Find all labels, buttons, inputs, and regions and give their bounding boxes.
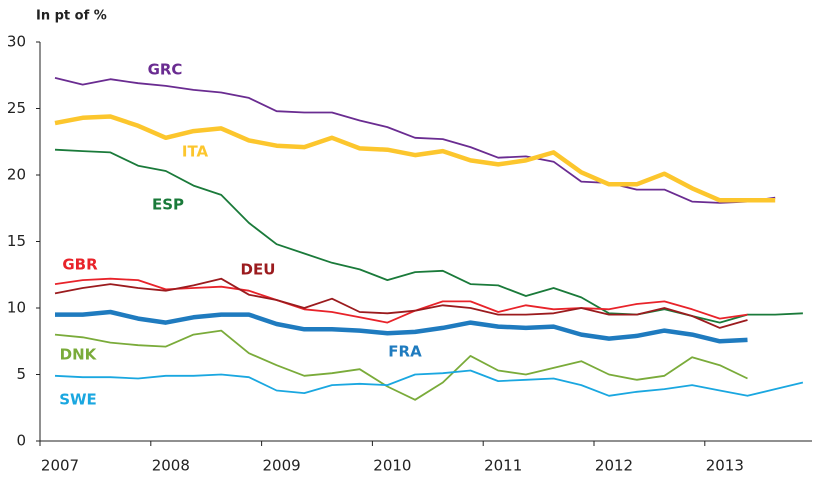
- series-label: SWE: [59, 391, 97, 409]
- series-line: [54, 329, 748, 401]
- series-line: [54, 277, 748, 324]
- x-tick-label: 2007: [41, 457, 79, 475]
- y-tick-label: 25: [7, 99, 26, 117]
- series-label: DNK: [60, 346, 98, 364]
- x-tick-label: 2012: [595, 457, 633, 475]
- x-tick-label: 2010: [373, 457, 411, 475]
- x-tick-label: 2011: [484, 457, 522, 475]
- series-line: [54, 77, 776, 204]
- series-line: [54, 148, 803, 324]
- series-label: ITA: [182, 143, 209, 161]
- y-tick-label: 5: [16, 365, 26, 383]
- series-line: [54, 114, 776, 203]
- series-label: ESP: [152, 196, 184, 214]
- y-axis-label: In pt of %: [36, 9, 107, 24]
- series-label: GBR: [62, 256, 98, 274]
- series-label: DEU: [241, 261, 276, 279]
- y-tick-label: 15: [7, 232, 26, 250]
- y-tick-label: 20: [7, 166, 26, 184]
- series-line: [55, 309, 748, 344]
- series-line: [54, 369, 804, 397]
- series-line: [54, 277, 748, 329]
- x-tick-label: 2008: [152, 457, 190, 475]
- y-tick-label: 30: [7, 33, 26, 51]
- y-tick-label: 0: [16, 432, 26, 450]
- x-tick-label: 2009: [263, 457, 301, 475]
- series-label: FRA: [388, 343, 422, 361]
- y-tick-label: 10: [7, 299, 26, 317]
- x-tick-label: 2013: [706, 457, 744, 475]
- series-label: GRC: [148, 61, 183, 79]
